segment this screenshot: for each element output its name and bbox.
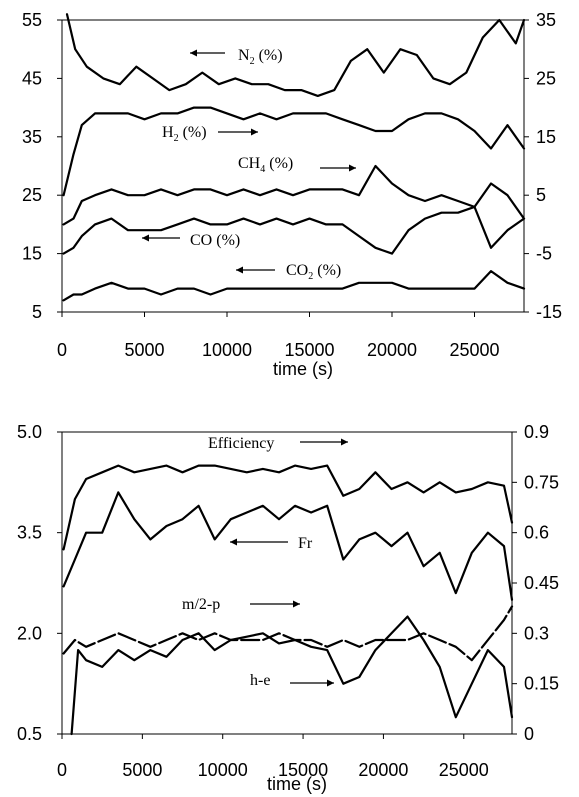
series-line-m-2-p (62, 605, 514, 662)
right-y-tick-label: 0.6 (524, 523, 549, 543)
x-tick-label: 10000 (202, 340, 252, 360)
plot-frame (61, 431, 513, 735)
right-y-tick-label: 5 (536, 185, 546, 205)
x-tick-label: 20000 (367, 340, 417, 360)
label-arrow-head (230, 538, 237, 546)
left-y-tick-label: 0.5 (17, 724, 42, 744)
series-line-ch4 (62, 164, 526, 226)
series-label-co2: CO2 (%) (286, 262, 341, 282)
series-label-main: N (238, 47, 250, 64)
series-label-main: CH (238, 155, 261, 172)
x-tick-label: 15000 (278, 760, 328, 780)
left-y-tick-label: 5 (32, 302, 42, 322)
right-y-tick-label: 0.3 (524, 623, 549, 643)
series-label-tail: (%) (255, 47, 283, 64)
right-y-tick-label: 25 (536, 68, 556, 88)
right-y-tick-label: -5 (536, 244, 552, 264)
series-line-fr (62, 491, 514, 601)
series-label-tail: (%) (313, 262, 341, 279)
series-label-subscript: 2 (250, 56, 255, 67)
x-tick-label: 25000 (439, 760, 489, 780)
plot-frame (61, 19, 525, 313)
efficiency-chart: 0 5000 10000 15000 20000 25000 time (s) 0.5 2.0 3… (17, 422, 559, 794)
x-tick-label: 25000 (449, 340, 499, 360)
series-label-fr: Fr (298, 535, 313, 552)
series-label-tail: (%) (265, 155, 293, 172)
left-y-tick-label: 45 (22, 68, 42, 88)
series-label-m-2-p: m/2-p (182, 596, 220, 613)
right-y-tick-label: 0 (524, 724, 534, 744)
series-label-co: CO (%) (190, 232, 240, 249)
series-line-h-e (70, 615, 514, 736)
left-y-tick-label: 5.0 (17, 422, 42, 442)
right-y-tick-label: 15 (536, 127, 556, 147)
series-label-subscript: 4 (260, 164, 265, 175)
series-label-tail: (%) (179, 124, 207, 141)
label-arrow-head (251, 128, 258, 136)
right-y-tick-label: 0.9 (524, 422, 549, 442)
label-arrow-head (341, 438, 348, 446)
series-label-subscript: 2 (174, 133, 179, 144)
series-label-h2: H2 (%) (162, 124, 207, 144)
series-label-n2: N2 (%) (238, 47, 283, 67)
right-y-tick-label: 0.45 (524, 573, 559, 593)
label-arrow-head (327, 679, 334, 687)
x-tick-label: 10000 (198, 760, 248, 780)
label-arrow-head (293, 600, 300, 608)
series-line-h2 (62, 106, 526, 197)
series-label-main: CO (190, 232, 212, 249)
series-label-subscript: 2 (308, 271, 313, 282)
x-tick-label: 5000 (122, 760, 162, 780)
series-line-n2 (65, 13, 526, 97)
right-y-tick-label: -15 (536, 302, 562, 322)
left-y-tick-label: 3.5 (17, 523, 42, 543)
x-axis-title: time (s) (273, 359, 333, 379)
series-line-co (62, 205, 526, 255)
series-label-main: H (162, 124, 174, 141)
right-y-tick-label: 0.75 (524, 472, 559, 492)
label-arrow-head (190, 49, 197, 57)
left-y-tick-label: 55 (22, 10, 42, 30)
series-label-h-e: h-e (250, 672, 270, 689)
label-arrow-head (349, 164, 356, 172)
label-arrow-head (142, 234, 149, 242)
x-axis-title: time (s) (267, 774, 327, 794)
left-y-tick-label: 25 (22, 185, 42, 205)
series-line-co2 (62, 270, 526, 302)
x-tick-label: 15000 (284, 340, 334, 360)
series-label-main: CO (286, 262, 308, 279)
left-y-tick-label: 35 (22, 127, 42, 147)
right-y-tick-label: 35 (536, 10, 556, 30)
series-label-tail: (%) (212, 232, 240, 249)
right-y-tick-label: 0.15 (524, 674, 559, 694)
series-label-efficiency: Efficiency (208, 435, 274, 452)
label-arrow-head (236, 266, 243, 274)
x-tick-label: 0 (57, 760, 67, 780)
x-tick-label: 20000 (358, 760, 408, 780)
x-tick-label: 5000 (124, 340, 164, 360)
left-y-tick-label: 2.0 (17, 623, 42, 643)
x-tick-label: 0 (57, 340, 67, 360)
left-y-tick-label: 15 (22, 244, 42, 264)
series-line-efficiency (62, 464, 514, 551)
series-label-ch4: CH4 (%) (238, 155, 293, 175)
